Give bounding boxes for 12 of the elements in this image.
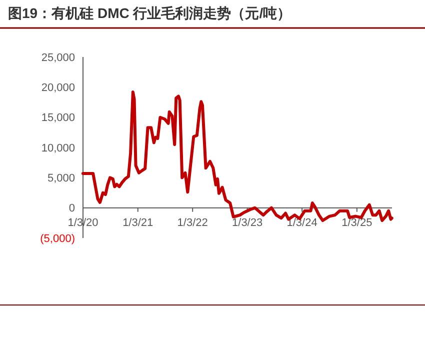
- x-tick-label: 1/3/21: [122, 216, 154, 229]
- y-tick-label: 5,000: [47, 172, 75, 185]
- y-tick-label: 10,000: [41, 142, 75, 154]
- y-tick-label: 15,000: [41, 112, 75, 124]
- y-tick-label: (5,000): [40, 232, 75, 245]
- y-tick-label: 0: [68, 202, 75, 215]
- y-tick-label: 20,000: [41, 82, 75, 94]
- x-tick-label: 1/3/22: [177, 216, 208, 229]
- y-tick-label: 25,000: [41, 52, 75, 64]
- chart-title: 图19：有机硅 DMC 行业毛利润走势（元/吨）: [8, 5, 292, 21]
- x-tick-label: 1/3/23: [232, 216, 263, 229]
- x-tick-label: 1/3/25: [342, 216, 372, 229]
